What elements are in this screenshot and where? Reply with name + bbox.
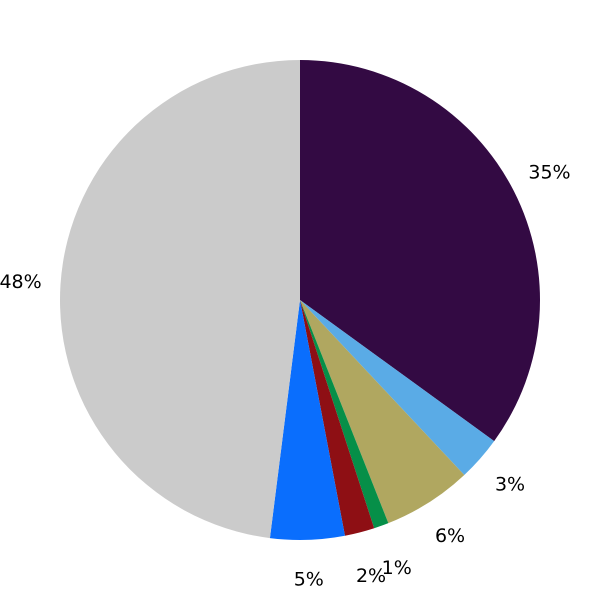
pie-slice [269, 300, 345, 541]
slice-label: 3% [495, 474, 525, 496]
pie-slice [300, 300, 389, 529]
slice-label: 6% [435, 525, 465, 547]
pie-slice [300, 300, 495, 475]
pie-slice [300, 60, 541, 442]
pie-slice [59, 60, 300, 539]
slice-label: 48% [0, 271, 42, 293]
pie-slice [300, 300, 465, 524]
slice-label: 2% [356, 565, 386, 587]
slice-label: 5% [294, 568, 324, 590]
slice-label: 35% [528, 161, 570, 183]
slice-label: 1% [382, 557, 412, 579]
pie-slice [300, 300, 375, 536]
